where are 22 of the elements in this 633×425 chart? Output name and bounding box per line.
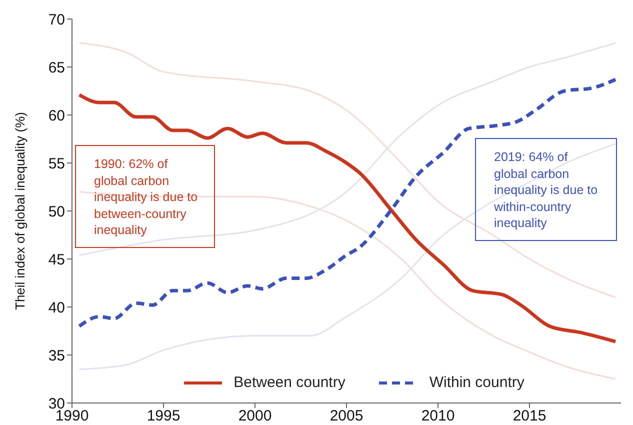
legend-label: Within country [429, 374, 524, 391]
y-tick-label: 70 [48, 11, 65, 28]
legend-label: Between country [234, 374, 346, 391]
y-tick-label: 40 [48, 299, 65, 316]
y-tick-label: 65 [48, 59, 65, 76]
annotation: 1990: 62% of global carbon inequality is due to between-country inequality [75, 145, 215, 248]
line-series [78, 42, 616, 298]
x-tick-label: 1995 [146, 408, 180, 425]
y-tick-label: 55 [48, 155, 65, 172]
x-tick-label: 1990 [55, 408, 89, 425]
x-tick-label: 2000 [238, 408, 272, 425]
x-tick-label: 2010 [421, 408, 455, 425]
y-axis-title: Theil index of global inequality (%) [12, 112, 28, 310]
y-tick-label: 50 [48, 203, 65, 220]
y-tick-label: 35 [48, 347, 65, 364]
y-tick-label: 60 [48, 107, 65, 124]
line-series [78, 143, 616, 370]
y-tick-label: 45 [48, 251, 65, 268]
annotation: 2019: 64% of global carbon inequality is due to within-country inequality [475, 138, 617, 240]
x-tick-label: 2005 [330, 408, 364, 425]
x-tick-label: 2015 [512, 408, 546, 425]
line-series [78, 42, 616, 256]
